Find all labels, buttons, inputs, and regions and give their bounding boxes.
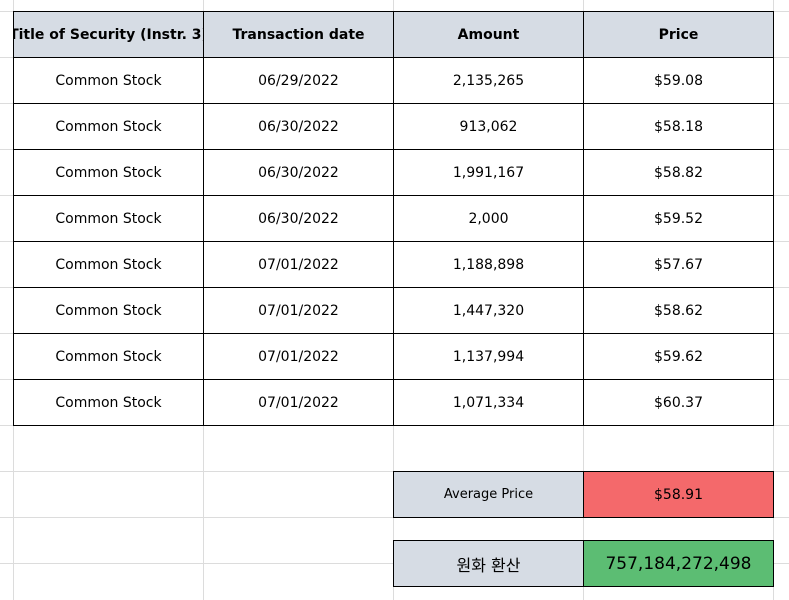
transaction-date-cell[interactable]: 07/01/2022 <box>203 287 394 334</box>
security-title-cell[interactable]: Common Stock <box>13 379 204 426</box>
amount-cell[interactable]: 2,135,265 <box>393 57 584 104</box>
transaction-date-cell[interactable]: 06/29/2022 <box>203 57 394 104</box>
security-title-cell[interactable]: Common Stock <box>13 149 204 196</box>
price-cell[interactable]: $60.37 <box>583 379 774 426</box>
security-title-cell[interactable]: Common Stock <box>13 241 204 288</box>
security-title-cell[interactable]: Common Stock <box>13 103 204 150</box>
price-cell[interactable]: $59.62 <box>583 333 774 380</box>
security-title-cell[interactable]: Common Stock <box>13 333 204 380</box>
header-transaction-date[interactable]: Transaction date <box>203 11 394 58</box>
transaction-date-cell[interactable]: 07/01/2022 <box>203 333 394 380</box>
security-title-cell[interactable]: Common Stock <box>13 287 204 334</box>
header-price[interactable]: Price <box>583 11 774 58</box>
amount-cell[interactable]: 913,062 <box>393 103 584 150</box>
price-cell[interactable]: $58.82 <box>583 149 774 196</box>
price-cell[interactable]: $57.67 <box>583 241 774 288</box>
price-cell[interactable]: $58.18 <box>583 103 774 150</box>
average-price-value[interactable]: $58.91 <box>583 471 774 518</box>
header-amount[interactable]: Amount <box>393 11 584 58</box>
transaction-date-cell[interactable]: 07/01/2022 <box>203 379 394 426</box>
header-title-of-security[interactable]: Title of Security (Instr. 3) <box>13 11 204 58</box>
krw-conversion-label[interactable]: 원화 환산 <box>393 540 584 587</box>
transaction-date-cell[interactable]: 06/30/2022 <box>203 149 394 196</box>
amount-cell[interactable]: 1,137,994 <box>393 333 584 380</box>
price-cell[interactable]: $58.62 <box>583 287 774 334</box>
average-price-label[interactable]: Average Price <box>393 471 584 518</box>
price-cell[interactable]: $59.08 <box>583 57 774 104</box>
amount-cell[interactable]: 1,447,320 <box>393 287 584 334</box>
transaction-date-cell[interactable]: 06/30/2022 <box>203 195 394 242</box>
price-cell[interactable]: $59.52 <box>583 195 774 242</box>
amount-cell[interactable]: 1,188,898 <box>393 241 584 288</box>
transaction-date-cell[interactable]: 07/01/2022 <box>203 241 394 288</box>
amount-cell[interactable]: 1,991,167 <box>393 149 584 196</box>
security-title-cell[interactable]: Common Stock <box>13 57 204 104</box>
amount-cell[interactable]: 1,071,334 <box>393 379 584 426</box>
transaction-date-cell[interactable]: 06/30/2022 <box>203 103 394 150</box>
amount-cell[interactable]: 2,000 <box>393 195 584 242</box>
security-title-cell[interactable]: Common Stock <box>13 195 204 242</box>
krw-conversion-value[interactable]: 757,184,272,498 <box>583 540 774 587</box>
